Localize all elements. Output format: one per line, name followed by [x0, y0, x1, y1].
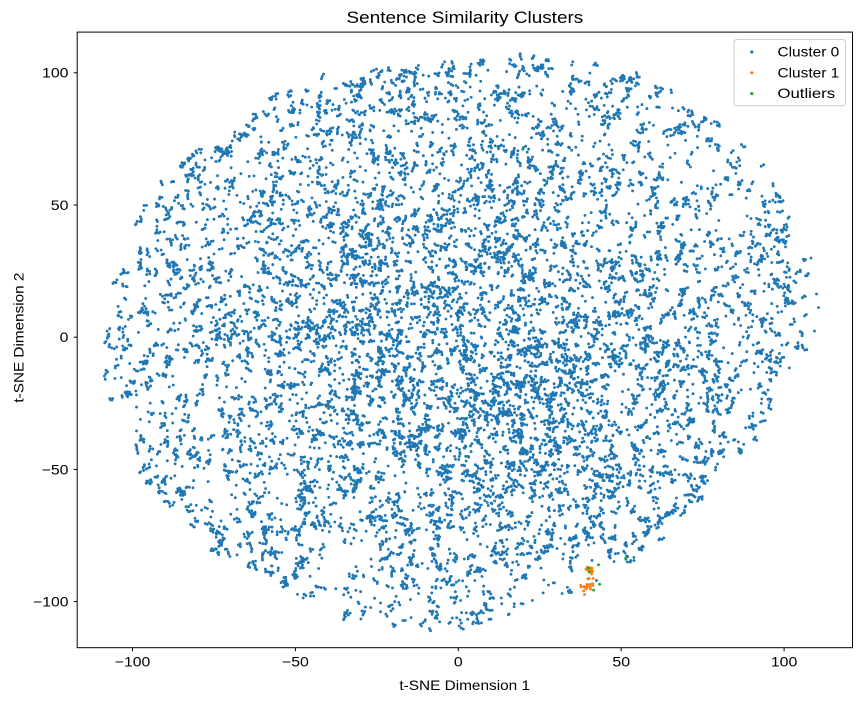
- svg-text:−100: −100: [115, 653, 151, 669]
- svg-text:0: 0: [60, 329, 69, 345]
- svg-text:Sentence Similarity Clusters: Sentence Similarity Clusters: [347, 8, 584, 27]
- svg-text:0: 0: [454, 653, 463, 669]
- svg-text:t-SNE Dimension 1: t-SNE Dimension 1: [399, 677, 530, 693]
- svg-text:Cluster 0: Cluster 0: [778, 44, 840, 60]
- svg-text:−50: −50: [42, 461, 69, 477]
- svg-text:100: 100: [42, 65, 69, 81]
- svg-text:t-SNE Dimension 2: t-SNE Dimension 2: [10, 272, 26, 402]
- svg-text:50: 50: [51, 197, 69, 213]
- svg-text:50: 50: [612, 653, 630, 669]
- svg-text:−50: −50: [282, 653, 309, 669]
- svg-text:Cluster 1: Cluster 1: [778, 64, 840, 80]
- svg-text:100: 100: [771, 653, 798, 669]
- svg-text:−100: −100: [33, 594, 69, 610]
- svg-text:Outliers: Outliers: [778, 85, 836, 101]
